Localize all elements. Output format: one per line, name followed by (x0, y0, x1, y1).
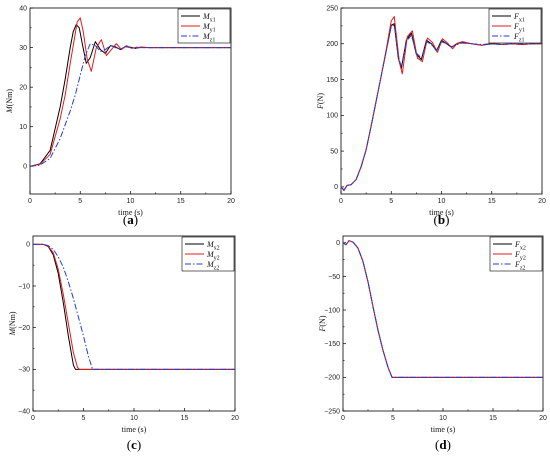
legend-entry-Fx2: Fx2 (514, 240, 526, 252)
y-axis-title: F(N) (318, 315, 327, 332)
y-tick-label: 0 (334, 184, 338, 191)
series-line-Fz1 (340, 24, 542, 191)
x-tick-label: 20 (227, 198, 235, 205)
y-axis-title: F(N) (316, 93, 325, 110)
legend-entry-Mx1: Mx1 (202, 12, 216, 24)
series-line-Fx1 (340, 23, 542, 191)
y-tick-label: −150 (324, 341, 340, 348)
y-tick-label: 30 (19, 45, 27, 52)
y-tick-label: −200 (324, 375, 340, 382)
x-tick-label: 5 (391, 415, 395, 422)
x-tick-label: 5 (389, 198, 393, 205)
y-tick-label: 40 (19, 5, 27, 12)
x-tick-label: 0 (339, 198, 343, 205)
legend-entry-Mx2: Mx2 (206, 240, 220, 252)
series-line-Mx1 (29, 24, 231, 167)
legend-entry-Fz2: Fz2 (514, 260, 526, 272)
x-tick-label: 15 (181, 415, 189, 422)
series-line-Fz2 (342, 240, 543, 378)
y-tick-label: 0 (23, 164, 27, 171)
legend-entry-Fz1: Fz1 (513, 32, 525, 44)
series-line-Mz1 (29, 43, 231, 167)
legend-entry-Fy1: Fy1 (513, 22, 525, 34)
y-tick-label: 50 (330, 148, 338, 155)
x-tick-label: 0 (341, 415, 345, 422)
legend-entry-My2: My2 (206, 250, 220, 262)
x-axis-title: time (s) (122, 425, 147, 434)
y-tick-label: 250 (326, 5, 338, 12)
y-tick-label: −100 (324, 307, 340, 314)
x-tick-label: 10 (130, 415, 138, 422)
x-tick-label: 5 (82, 415, 86, 422)
y-tick-label: 20 (19, 85, 27, 92)
legend-entry-My1: My1 (202, 22, 216, 34)
y-tick-label: 0 (26, 242, 30, 249)
panel-label-d: (d) (435, 437, 451, 452)
legend-entry-Mz1: Mz1 (202, 32, 215, 44)
x-axis-title: time (s) (429, 208, 454, 217)
x-tick-label: 15 (177, 198, 185, 205)
x-tick-label: 10 (438, 198, 446, 205)
y-tick-label: 0 (336, 240, 340, 247)
y-axis-title: M(Nm) (8, 311, 17, 336)
x-tick-label: 10 (439, 415, 447, 422)
x-axis-title: time (s) (118, 208, 143, 217)
x-tick-label: 10 (127, 198, 135, 205)
y-tick-label: 150 (326, 77, 338, 84)
y-tick-label: −20 (18, 325, 30, 332)
x-tick-label: 20 (539, 415, 547, 422)
series-line-My1 (29, 17, 231, 167)
legend-entry-Mz2: Mz2 (206, 260, 219, 272)
series-line-Mz2 (33, 243, 235, 370)
y-tick-label: 100 (326, 113, 338, 120)
panel-label-a: (a) (123, 212, 138, 227)
x-tick-label: 5 (78, 198, 82, 205)
y-tick-label: 200 (326, 41, 338, 48)
panel-label-b: (b) (434, 212, 450, 227)
x-tick-label: 15 (489, 415, 497, 422)
panel-d: 0 5 10 15 20 −250 −200 −150 −100 −50 0 time (s) F(N)… (318, 235, 547, 452)
x-tick-label: 20 (538, 198, 546, 205)
x-tick-label: 20 (231, 415, 239, 422)
y-tick-label: 10 (19, 124, 27, 131)
panel-label-c: (c) (127, 437, 141, 452)
x-tick-label: 0 (31, 415, 35, 422)
legend-entry-Fx1: Fx1 (513, 12, 525, 24)
y-axis-title: M(Nm) (5, 89, 14, 114)
x-axis-title: time (s) (431, 425, 456, 434)
y-tick-label: −40 (18, 408, 30, 415)
legend-entry-Fy2: Fy2 (514, 250, 526, 262)
x-tick-label: 15 (488, 198, 496, 205)
y-tick-label: −50 (328, 274, 340, 281)
y-tick-label: −250 (324, 408, 340, 415)
y-tick-label: −30 (18, 367, 30, 374)
x-tick-label: 0 (28, 198, 32, 205)
panel-c: 0 5 10 15 20 −40 −30 −20 −10 0 time (s) M(Nm) Mx2My2… (8, 235, 239, 452)
y-tick-label: −10 (18, 283, 30, 290)
